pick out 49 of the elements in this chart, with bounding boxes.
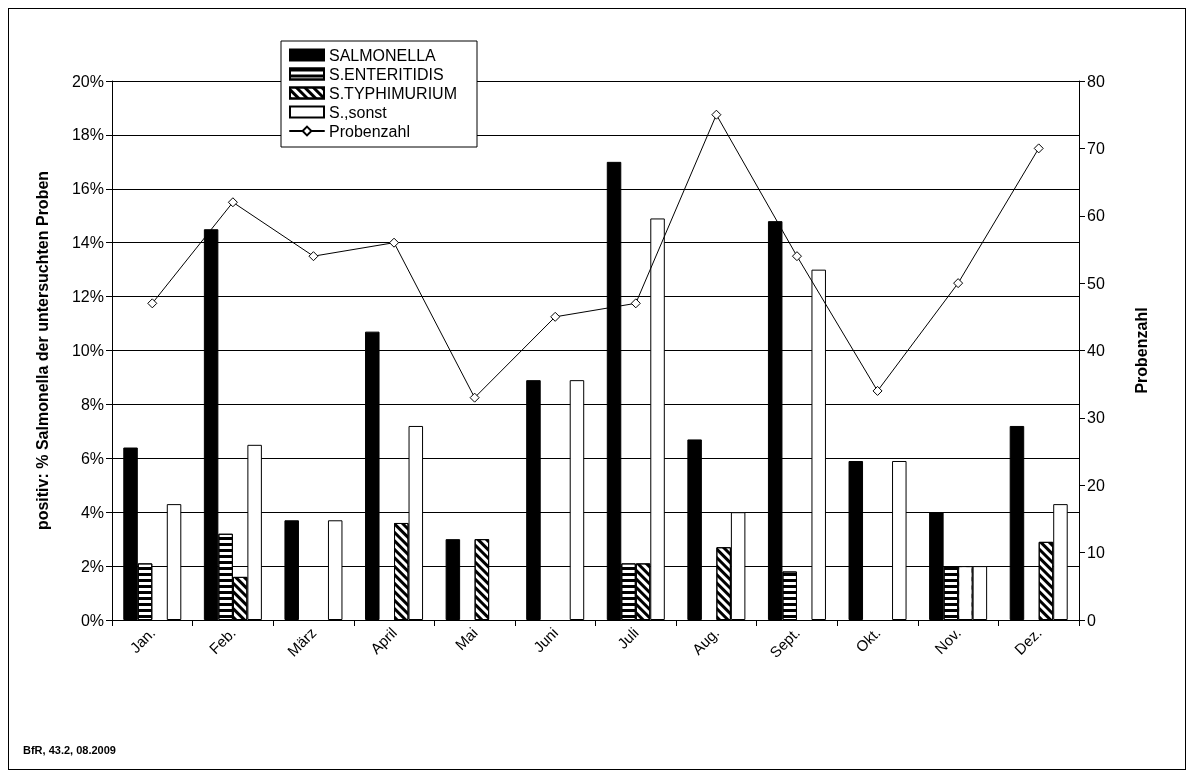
- x-tick-label: Nov.: [931, 623, 965, 658]
- y-tick-label: 16%: [71, 180, 104, 198]
- y-tick-label: 18%: [71, 126, 104, 144]
- point: [469, 392, 480, 403]
- point: [389, 237, 400, 248]
- point: [791, 251, 802, 262]
- y2-tick-label: 10: [1087, 544, 1105, 562]
- legend-label: S.ENTERITIDIS: [329, 65, 444, 83]
- legend-label: Probenzahl: [329, 122, 410, 140]
- y2-tick-label: 50: [1087, 274, 1105, 292]
- point: [630, 298, 641, 309]
- y-tick-label: 2%: [80, 557, 104, 575]
- legend-label: S.TYPHIMURIUM: [329, 84, 457, 102]
- legend-label: S.,sonst: [329, 103, 388, 121]
- y2-tick-label: 60: [1087, 207, 1105, 225]
- x-tick-label: Mai: [451, 623, 481, 654]
- y-tick-label: 6%: [80, 449, 104, 467]
- y-tick-label: 4%: [80, 503, 104, 521]
- point: [147, 298, 158, 309]
- y2-tick-label: 70: [1087, 139, 1105, 157]
- x-tick-label: Dez.: [1010, 623, 1045, 658]
- point: [1033, 143, 1044, 154]
- y2-tick-label: 40: [1087, 342, 1105, 359]
- point: [711, 109, 722, 120]
- y2-tick-label: 20: [1087, 476, 1105, 494]
- point: [550, 311, 561, 322]
- y-tick-label: 14%: [71, 234, 104, 252]
- x-tick-label: Aug.: [688, 623, 723, 658]
- y2-axis-title: Probenzahl: [1132, 307, 1150, 394]
- point: [308, 251, 319, 262]
- y-tick-label: 10%: [71, 342, 104, 359]
- x-tick-label: Juni: [529, 623, 562, 656]
- x-tick-label: Jan.: [126, 623, 159, 657]
- x-tick-label: Juli: [613, 623, 642, 652]
- y2-tick-label: 30: [1087, 409, 1105, 427]
- y-axis-title: positiv: % Salmonella der untersuchten Proben: [33, 170, 51, 531]
- y-tick-label: 20%: [71, 72, 104, 90]
- y2-tick-label: 0: [1087, 611, 1096, 629]
- y2-tick-label: 80: [1087, 72, 1105, 90]
- text: BfR, 43.2, 08.2009: [23, 743, 116, 756]
- y-tick-label: 8%: [80, 395, 104, 413]
- point: [227, 197, 238, 208]
- x-tick-label: Okt.: [852, 623, 884, 656]
- y-tick-label: 12%: [71, 288, 104, 306]
- legend-label: SALMONELLA: [329, 46, 437, 64]
- point: [872, 385, 883, 396]
- x-tick-label: Feb.: [205, 623, 239, 658]
- y-tick-label: 0%: [80, 611, 104, 629]
- point: [953, 278, 964, 289]
